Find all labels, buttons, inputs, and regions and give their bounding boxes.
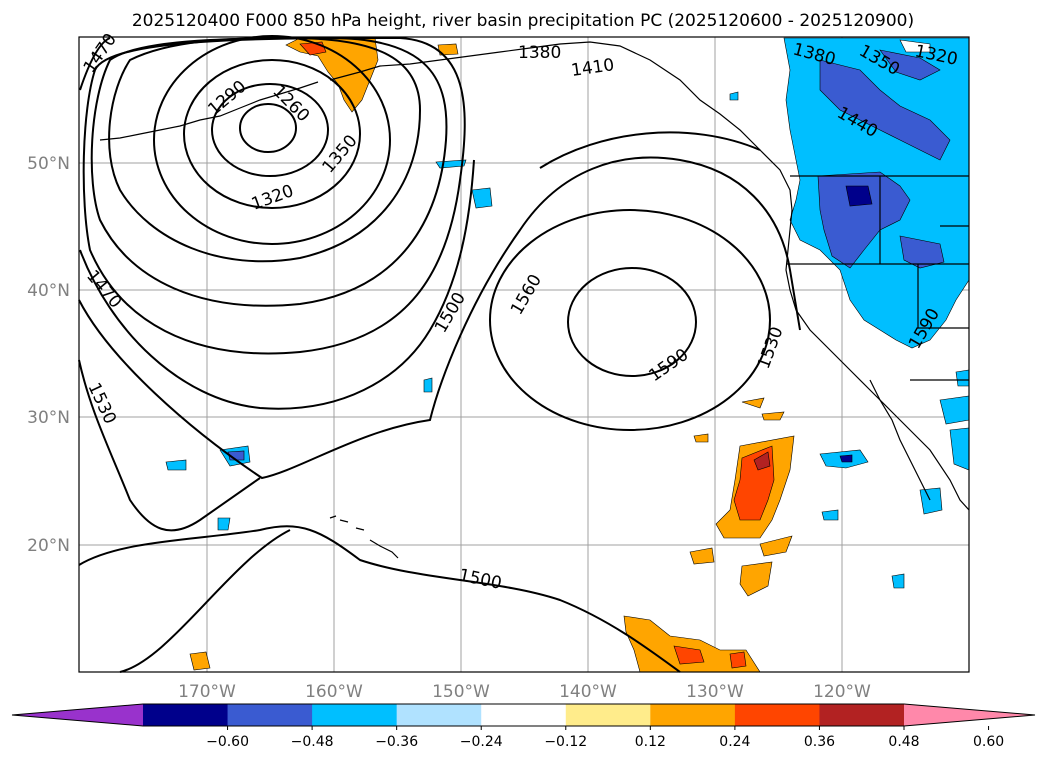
coastline-baja [869, 379, 931, 501]
colorbar-tick-label: −0.48 [291, 734, 334, 750]
lat-label: 40°N [27, 281, 70, 301]
longitude-labels: 170°W 160°W 150°W 140°W 130°W 120°W [178, 682, 871, 702]
contour-1260 [239, 103, 297, 153]
lon-label: 130°W [686, 682, 744, 702]
pc-area-positive [693, 433, 709, 443]
lon-label: 120°W [813, 682, 871, 702]
contour-1530-south [119, 529, 291, 673]
map-frame [78, 36, 970, 673]
colorbar-tick-label: 0.12 [635, 734, 666, 750]
latitude-labels: 50°N 40°N 30°N 20°N [27, 154, 70, 556]
colorbar-tick-label: 0.60 [973, 734, 1004, 750]
colorbar-segment [650, 704, 736, 726]
contour-1530 [78, 131, 761, 532]
coastline-hawaii [329, 515, 399, 559]
pc-area-negative [819, 59, 951, 161]
colorbar-segment [734, 704, 820, 726]
pc-area-negative [919, 487, 943, 515]
pc-area-positive [759, 535, 793, 557]
pc-area-negative [879, 49, 941, 81]
pc-area-positive [689, 547, 715, 565]
map-panel: 1470 1290 1260 1350 1320 1380 1410 1380 … [78, 30, 970, 673]
pc-area-positive [189, 651, 211, 671]
pc-area-positive [741, 397, 765, 409]
colorbar-tick-label: 0.48 [888, 734, 919, 750]
colorbar-segment [481, 704, 567, 726]
contour-1500-south [78, 525, 681, 673]
contour-1560 [489, 209, 771, 431]
coastlines [99, 41, 970, 559]
contour-1500 [78, 156, 801, 480]
lat-label: 30°N [27, 408, 70, 428]
pc-area-negative [471, 187, 493, 209]
lon-label: 160°W [305, 682, 363, 702]
contour-1470 [79, 37, 475, 410]
pc-area-negative [845, 185, 873, 207]
border-states [786, 176, 969, 381]
pc-area-negative [955, 369, 970, 387]
pc-area-positive [753, 451, 771, 471]
colorbar-segment [227, 704, 313, 726]
contour-1320 [183, 59, 361, 209]
colorbar-segment [565, 704, 651, 726]
pc-area-negative [817, 171, 911, 269]
colorbar-tick-label: −0.60 [206, 734, 249, 750]
colorbar-tick-label: −0.24 [460, 734, 503, 750]
pc-area-negative [423, 377, 433, 393]
contour-label: 1380 [518, 43, 561, 63]
pc-area-positive [623, 615, 761, 673]
colorbar-extend-high [904, 704, 1035, 726]
pc-area-negative [899, 235, 945, 269]
height-contours [78, 35, 801, 673]
colorbar-segment [396, 704, 482, 726]
colorbar-segment [143, 704, 229, 726]
pc-area-negative [891, 573, 905, 589]
colorbar: −0.60 −0.48 −0.36 −0.24 −0.12 0.12 0.24 0.36 0.4… [11, 703, 1036, 750]
lat-label: 20°N [27, 536, 70, 556]
colorbar-segment [819, 704, 905, 726]
colorbar-segment [312, 704, 398, 726]
colorbar-tick-label: −0.36 [375, 734, 418, 750]
lon-label: 170°W [178, 682, 236, 702]
colorbar-outline [11, 703, 1036, 727]
coastline-alaska [329, 41, 970, 511]
pc-area-positive [729, 651, 747, 669]
pc-area-negative [899, 39, 931, 53]
pc-positive-areas [189, 37, 795, 673]
lon-label: 140°W [559, 682, 617, 702]
contour-1590 [567, 267, 697, 377]
pc-area-negative [729, 91, 739, 101]
pc-negative-areas [165, 37, 970, 589]
pc-area-positive [761, 411, 785, 421]
pc-area-positive [673, 645, 705, 665]
colorbar-tick-label: −0.12 [544, 734, 587, 750]
figure-title: 2025120400 F000 850 hPa height, river ba… [132, 11, 914, 31]
colorbar-tick-label: 0.24 [719, 734, 750, 750]
pc-area-negative [165, 459, 187, 471]
colorbar-tick-label: 0.36 [804, 734, 835, 750]
contour-1350 [153, 35, 391, 245]
lat-label: 50°N [27, 154, 70, 174]
pc-area-negative [821, 509, 839, 521]
lon-label: 150°W [432, 682, 490, 702]
colorbar-extend-low [12, 704, 143, 726]
coastline-aleutians [99, 81, 319, 141]
pc-area-positive [739, 561, 773, 597]
pc-area-negative [839, 454, 853, 463]
contour-1290 [211, 83, 329, 177]
contour-1440 [82, 36, 466, 355]
pc-area-negative [217, 517, 231, 531]
